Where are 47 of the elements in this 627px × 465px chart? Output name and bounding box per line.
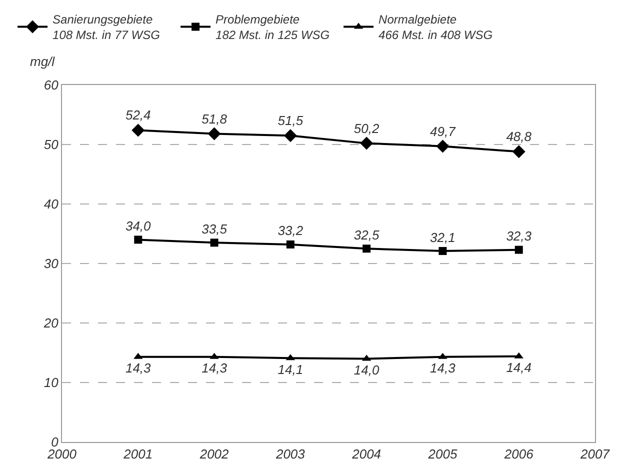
point [436,140,450,153]
data-label: 14,0 [354,362,380,378]
data-label: 14,3 [125,360,152,376]
y-tick-label: 10 [44,375,60,390]
legend-label: Sanierungsgebiete 108 Mst. in 77 WSG [52,12,160,42]
data-label: 14,4 [506,360,532,376]
x-tick-label: 2001 [122,446,153,462]
x-tick-label: 2002 [198,446,230,462]
x-tick-label: 2005 [427,446,458,462]
point [134,236,142,244]
data-label: 33,2 [278,223,304,238]
point [512,145,526,158]
data-label: 32,1 [430,230,456,245]
y-tick-label: 40 [44,196,60,212]
y-tick-label: 20 [42,316,60,331]
data-label: 50,2 [354,120,380,136]
data-label: 14,1 [278,362,304,377]
data-label: 14,3 [430,360,456,376]
data-label: 48,8 [506,129,532,144]
x-tick-label: 2004 [351,446,382,462]
point [132,124,145,137]
data-label: 32,5 [354,227,380,242]
point [208,127,221,140]
point [210,238,218,247]
point [514,246,523,254]
point [360,136,374,150]
data-label: 52,4 [125,108,151,123]
data-label: 14,3 [202,360,228,376]
y-tick-label: 50 [44,137,60,152]
x-tick-label: 2003 [274,446,306,462]
x-tick-label: 2007 [580,446,610,462]
point [286,240,294,248]
x-tick-label: 2006 [503,446,534,462]
y-tick-label: 60 [44,78,60,93]
data-label: 49,7 [430,124,456,139]
y-tick-label: 30 [44,256,60,272]
data-label: 32,3 [506,228,532,244]
point [284,129,297,142]
legend-label: Problemgebiete 182 Mst. in 125 WSG [216,12,330,42]
legend-label: Normalgebiete 466 Mst. in 408 WSG [378,12,493,42]
data-label: 51,8 [202,111,228,126]
point [362,244,371,253]
data-label: 34,0 [125,218,152,234]
y-axis-title: mg/l [30,54,56,69]
data-label: 33,5 [202,221,228,236]
point [438,247,447,256]
data-label: 51,5 [278,113,304,128]
